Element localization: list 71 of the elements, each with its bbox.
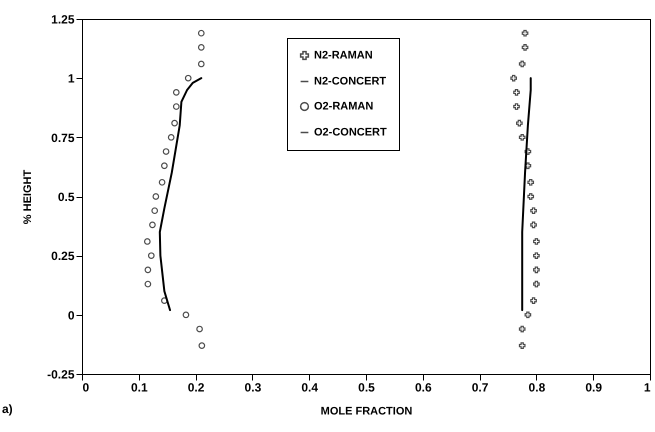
point (518, 60, 526, 68)
legend-label: N2-RAMAN (314, 50, 373, 62)
point (161, 162, 168, 170)
x-tick-label: 0.4 (301, 380, 318, 394)
legend-label: N2-CONCERT (314, 76, 386, 88)
point (151, 207, 158, 214)
x-tick-label: 0 (82, 380, 90, 394)
point (196, 326, 203, 332)
y-tick-label: 0.25 (51, 249, 75, 264)
point (533, 238, 540, 245)
y-tick-label: 0.75 (51, 130, 75, 145)
x-tick-label: 0.3 (244, 380, 262, 394)
point (171, 120, 178, 126)
point (168, 134, 175, 141)
x-tick-label: 0.8 (528, 380, 546, 394)
point (172, 89, 180, 96)
point (522, 44, 528, 51)
x-tick-label: 0.9 (585, 380, 602, 394)
point (522, 30, 528, 37)
x-tick-label: 1 (644, 380, 651, 394)
point (148, 252, 155, 259)
point (530, 297, 537, 304)
point (144, 266, 152, 274)
point (533, 252, 540, 260)
point (198, 44, 205, 51)
point (527, 193, 534, 200)
point (513, 103, 520, 110)
x-tick-label: 0.5 (358, 380, 376, 394)
point (533, 266, 540, 274)
point (152, 193, 160, 200)
point (198, 342, 206, 349)
point (149, 222, 156, 228)
point (161, 297, 168, 304)
legend-label: O2-CONCERT (314, 126, 388, 138)
point (162, 148, 170, 155)
point (158, 178, 166, 186)
point (198, 60, 205, 68)
y-axis-title: % HEIGHT (22, 170, 34, 224)
y-tick-label: 0.5 (58, 190, 75, 204)
x-tick-label: 0.6 (414, 380, 432, 394)
point (513, 89, 520, 96)
point (518, 342, 526, 349)
point (144, 238, 151, 245)
point (524, 148, 532, 155)
point (518, 134, 526, 141)
point (198, 30, 205, 37)
point (184, 74, 192, 82)
y-tick-label: -0.25 (47, 368, 75, 382)
y-tick-label: 1.25 (51, 12, 75, 26)
x-tick-label: 0.7 (472, 380, 489, 394)
point (144, 280, 152, 288)
x-axis-title: MOLE FRACTION (320, 406, 412, 418)
x-tick-label: 0.1 (130, 380, 148, 394)
line-series (521, 77, 532, 312)
x-tick-label: 0.2 (188, 380, 205, 394)
text: a) (2, 402, 13, 416)
point (530, 222, 537, 228)
point (527, 178, 534, 186)
legend-label: O2-RAMAN (314, 100, 374, 112)
point (182, 312, 190, 318)
point (524, 311, 532, 318)
point (530, 207, 537, 214)
point (533, 280, 540, 288)
y-tick-label: 1 (68, 72, 75, 86)
point (524, 162, 532, 170)
point (510, 74, 518, 82)
point (516, 120, 523, 126)
point (172, 103, 180, 110)
y-tick-label: 0 (68, 308, 75, 322)
line-series (158, 77, 202, 312)
point (518, 326, 526, 332)
